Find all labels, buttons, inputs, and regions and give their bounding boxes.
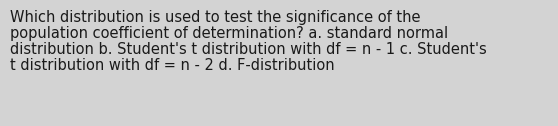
Text: Which distribution is used to test the significance of the: Which distribution is used to test the s… [10, 10, 421, 25]
Text: population coefficient of determination? a. standard normal: population coefficient of determination?… [10, 26, 448, 41]
Text: t distribution with df = n - 2 d. F-distribution: t distribution with df = n - 2 d. F-dist… [10, 58, 335, 73]
Text: distribution b. Student's t distribution with df = n - 1 c. Student's: distribution b. Student's t distribution… [10, 42, 487, 57]
